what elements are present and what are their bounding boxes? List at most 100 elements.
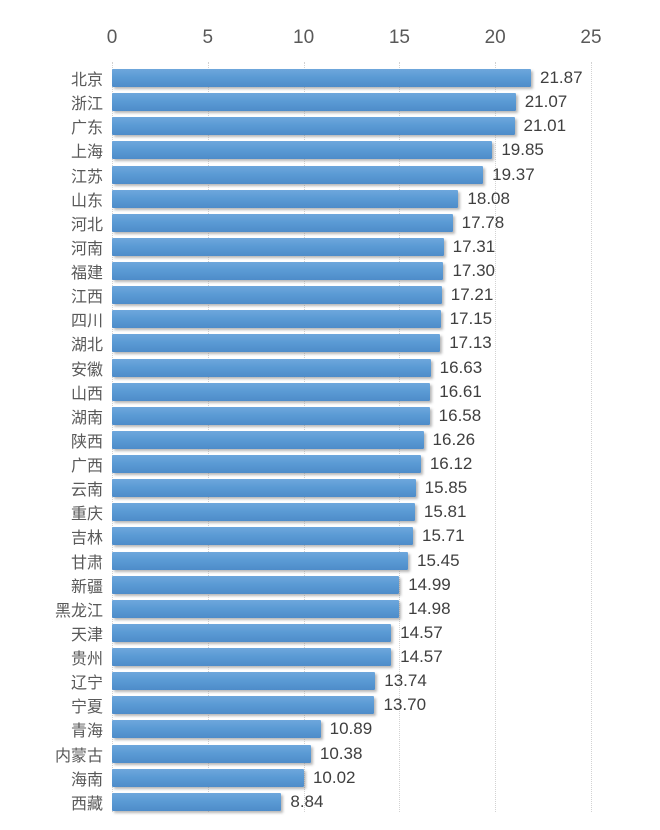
category-label: 海南	[70, 771, 103, 789]
category-label: 陕西	[70, 433, 103, 451]
category-label: 四川	[70, 313, 103, 331]
category-label: 江西	[70, 289, 103, 307]
bar-row: 浙江 21.07	[0, 90, 660, 114]
value-label: 13.74	[384, 671, 427, 691]
bar	[112, 720, 321, 739]
bar	[112, 93, 516, 112]
bar-row: 湖北 17.13	[0, 331, 660, 355]
category-label: 西藏	[70, 795, 103, 813]
value-label: 14.99	[408, 574, 451, 594]
bar-row: 山东 18.08	[0, 187, 660, 211]
category-label: 广东	[70, 120, 103, 138]
bar-row: 山西 16.61	[0, 380, 660, 404]
value-label: 10.38	[319, 743, 363, 763]
value-label: 8.84	[290, 791, 324, 811]
value-label: 19.37	[492, 164, 535, 184]
bar	[112, 575, 400, 594]
category-label: 福建	[70, 265, 103, 283]
bar-row: 天津 14.57	[0, 621, 660, 645]
category-label: 甘肃	[70, 554, 103, 572]
bar	[112, 358, 431, 377]
bar	[112, 237, 444, 256]
category-label: 上海	[70, 144, 103, 162]
bar-row: 新疆 14.99	[0, 573, 660, 597]
bar-rows: 北京 21.87 浙江 21.07 广东 21.01 上海 19.85 江苏 19.37 山东 18.…	[0, 66, 660, 814]
category-label: 宁夏	[70, 699, 103, 717]
category-label: 新疆	[70, 578, 103, 596]
value-label: 16.12	[429, 454, 473, 474]
value-label: 21.07	[524, 92, 568, 112]
category-label: 浙江	[70, 96, 103, 114]
bar	[112, 744, 311, 763]
value-label: 17.15	[449, 309, 493, 329]
bar	[112, 623, 392, 642]
bar	[112, 599, 400, 618]
bar	[112, 382, 431, 401]
value-label: 17.30	[452, 261, 495, 281]
category-label: 湖北	[70, 337, 103, 355]
bar	[112, 165, 484, 184]
bar-row: 黑龙江 14.98	[0, 597, 660, 621]
x-axis-tick-label: 5	[202, 27, 214, 48]
bar	[112, 430, 424, 449]
value-label: 16.63	[439, 357, 483, 377]
value-label: 14.57	[400, 647, 443, 667]
value-label: 14.98	[408, 598, 451, 618]
bar-row: 西藏 8.84	[0, 790, 660, 814]
x-axis-tick-label: 25	[580, 27, 602, 48]
category-label: 河北	[70, 216, 103, 234]
bar-row: 贵州 14.57	[0, 645, 660, 669]
bar-row: 重庆 15.81	[0, 500, 660, 524]
category-label: 广西	[70, 458, 103, 476]
bar	[112, 527, 413, 546]
bar-row: 北京 21.87	[0, 66, 660, 90]
bar	[112, 672, 376, 691]
bar-row: 宁夏 13.70	[0, 693, 660, 717]
category-label: 吉林	[70, 530, 103, 548]
bar	[112, 503, 415, 522]
gridline	[495, 62, 497, 812]
value-label: 17.21	[450, 285, 494, 305]
category-label: 山东	[70, 192, 103, 210]
bar-row: 辽宁 13.74	[0, 669, 660, 693]
value-label: 17.78	[461, 212, 505, 232]
category-label: 云南	[70, 482, 103, 500]
bar	[112, 69, 532, 88]
category-label: 湖南	[70, 409, 103, 427]
bar-row: 福建 17.30	[0, 259, 660, 283]
bar	[112, 792, 282, 811]
category-label: 河南	[70, 240, 103, 258]
category-label: 北京	[70, 72, 103, 90]
bar-row: 青海 10.89	[0, 717, 660, 741]
bar-row: 吉林 15.71	[0, 524, 660, 548]
bar	[112, 286, 442, 305]
value-label: 14.57	[400, 622, 443, 642]
value-label: 15.81	[423, 502, 467, 522]
bar-row: 湖南 16.58	[0, 404, 660, 428]
gridline	[591, 62, 592, 812]
bar	[112, 213, 453, 232]
bar-row: 四川 17.15	[0, 307, 660, 331]
value-label: 18.08	[467, 188, 510, 208]
bar	[112, 768, 304, 787]
category-label: 山西	[70, 385, 103, 403]
x-axis-tick-label: 0	[106, 27, 118, 48]
bar	[112, 406, 430, 425]
bar-row: 内蒙古 10.38	[0, 742, 660, 766]
value-label: 15.85	[424, 478, 468, 498]
value-label: 16.61	[439, 381, 482, 401]
bar	[112, 551, 409, 570]
bar-row: 河南 17.31	[0, 235, 660, 259]
bar-row: 陕西 16.26	[0, 428, 660, 452]
value-label: 17.13	[449, 333, 492, 353]
category-label: 江苏	[70, 168, 103, 186]
value-label: 19.85	[501, 140, 544, 160]
value-label: 21.01	[523, 116, 567, 136]
category-label: 天津	[70, 626, 103, 644]
bar-row: 海南 10.02	[0, 766, 660, 790]
bar-row: 广东 21.01	[0, 114, 660, 138]
value-label: 10.89	[329, 719, 373, 739]
value-label: 13.70	[383, 695, 427, 715]
bar-row: 广西 16.12	[0, 452, 660, 476]
